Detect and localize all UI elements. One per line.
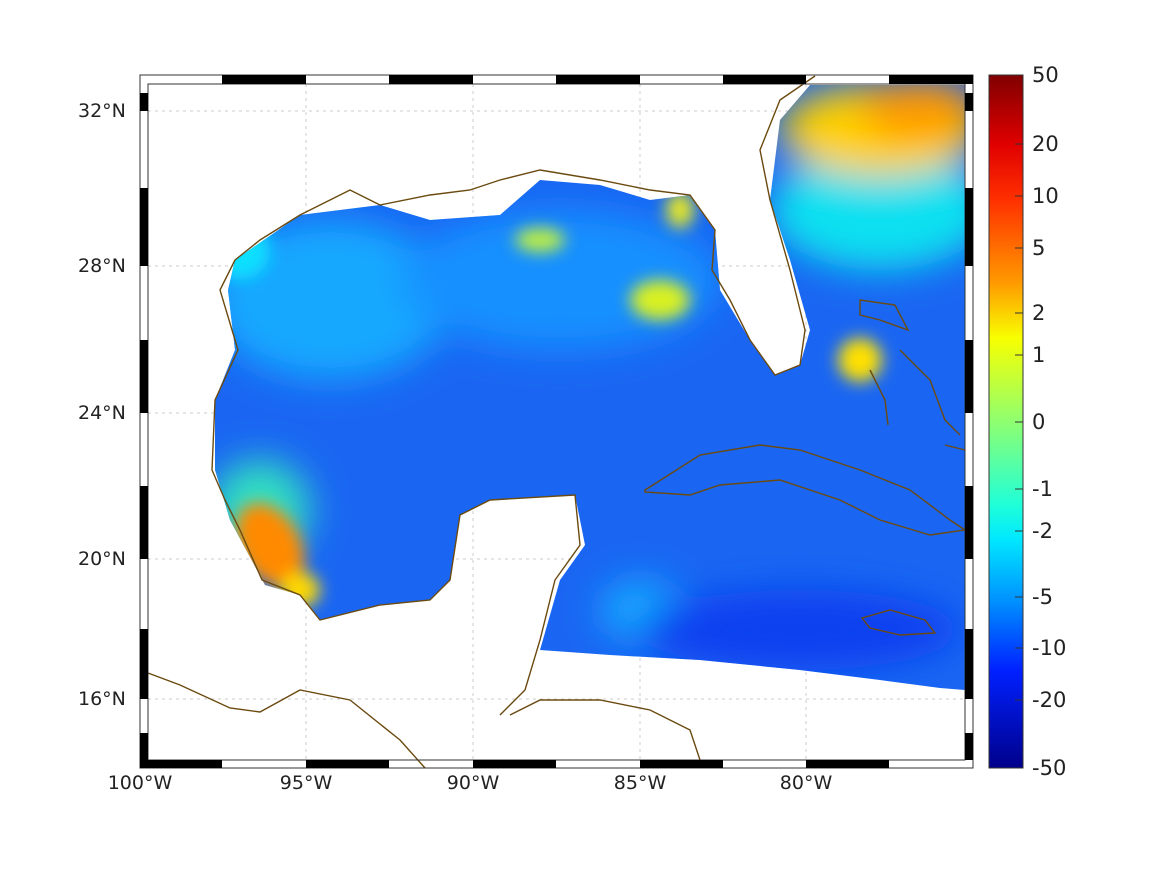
coast-cuba	[644, 444, 967, 536]
lat-label: 32°N	[78, 100, 126, 122]
coastlines	[139, 75, 967, 769]
lon-label: 100°W	[107, 772, 173, 794]
ocean-field	[215, 85, 965, 690]
colorbar-label: -50	[1032, 756, 1067, 780]
lon-label: 85°W	[613, 772, 667, 794]
coast-mexico-west-gulf	[211, 259, 581, 716]
coast-bahamas	[859, 299, 961, 436]
lat-label: 24°N	[78, 402, 126, 424]
lon-label: 80°W	[779, 772, 833, 794]
colorbar-label: -2	[1032, 519, 1053, 543]
lat-label: 28°N	[78, 255, 126, 277]
colorbar-ticks	[1015, 143, 1023, 701]
colorbar-label: -10	[1032, 636, 1067, 660]
map-frame	[139, 74, 974, 769]
lon-label: 90°W	[446, 772, 500, 794]
colorbar-label: 5	[1032, 236, 1046, 260]
lat-label: 16°N	[78, 688, 126, 710]
colorbar-label: 10	[1032, 184, 1059, 208]
coast-honduras	[509, 699, 701, 761]
colorbar-label: 1	[1032, 343, 1046, 367]
lat-label: 20°N	[78, 548, 126, 570]
colorbar-label: 50	[1032, 63, 1059, 87]
colorbar-label: 2	[1032, 301, 1046, 325]
lon-label: 95°W	[279, 772, 333, 794]
coast-hispaniola	[944, 444, 966, 451]
colorbar-label: -1	[1032, 477, 1053, 501]
colorbar-label: -5	[1032, 585, 1053, 609]
colorbar-label: 20	[1032, 132, 1059, 156]
coast-us-mexico	[234, 75, 816, 376]
colorbar-label: 0	[1032, 410, 1046, 434]
coast-jamaica	[860, 609, 937, 636]
coast-central-america	[139, 669, 426, 769]
colorbar-label: -20	[1032, 688, 1067, 712]
